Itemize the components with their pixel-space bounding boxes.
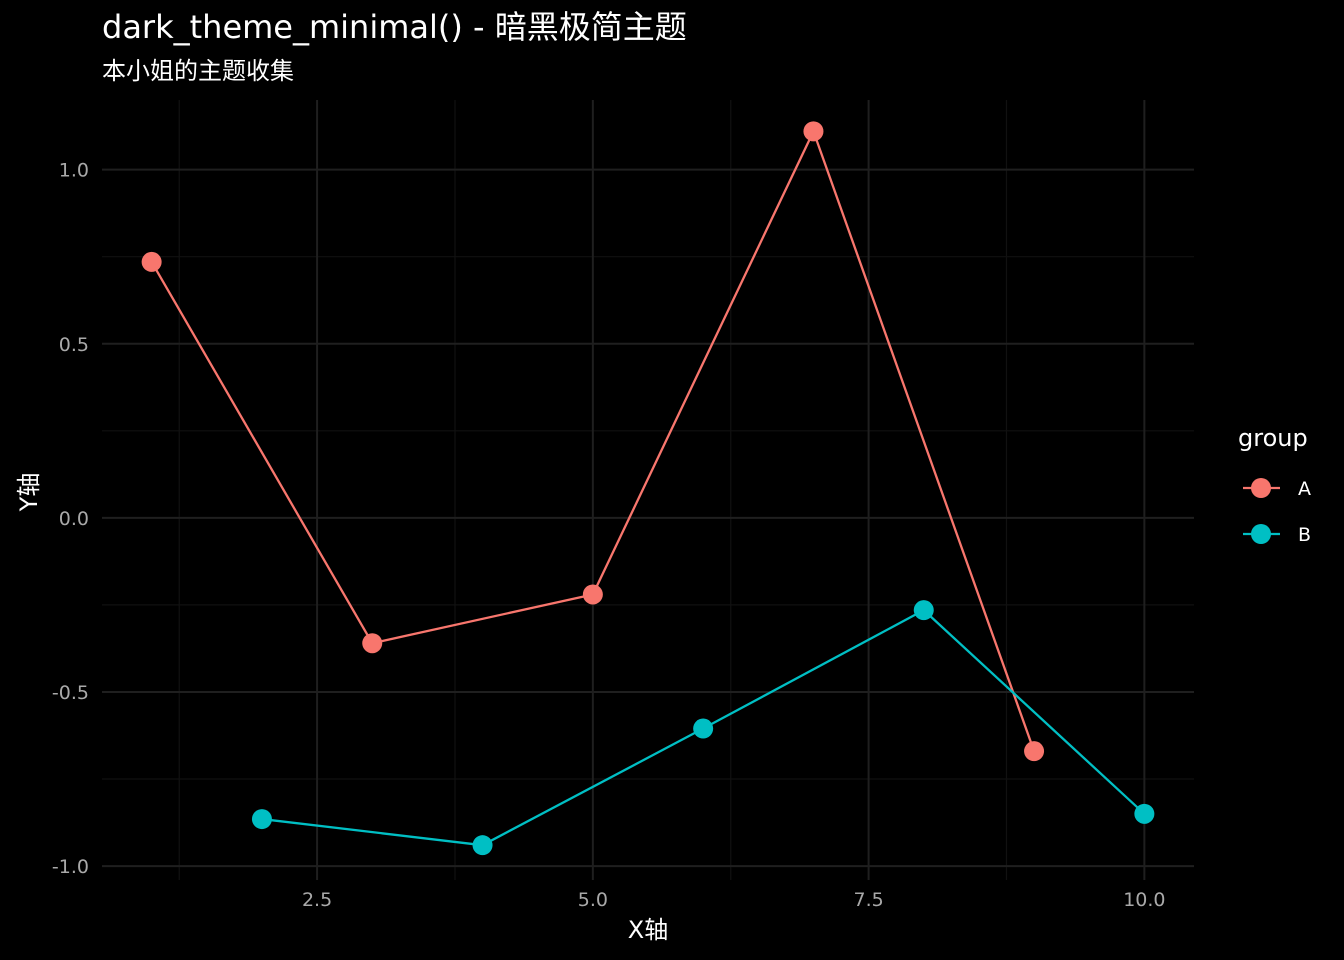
y-tick-label: -1.0 xyxy=(52,856,89,878)
data-point-A xyxy=(362,633,383,654)
data-point-A xyxy=(803,121,824,142)
x-tick-label: 5.0 xyxy=(578,889,608,911)
data-point-B xyxy=(913,600,934,621)
x-tick-label: 2.5 xyxy=(302,889,332,911)
legend-key-point-A xyxy=(1251,478,1271,498)
y-tick-label: 1.0 xyxy=(59,160,89,182)
data-point-A xyxy=(582,584,603,605)
x-axis-title: X轴 xyxy=(628,916,668,944)
y-tick-label: 0.5 xyxy=(59,334,89,356)
data-point-A xyxy=(141,251,162,272)
x-tick-label: 7.5 xyxy=(853,889,883,911)
y-axis-title: Y轴 xyxy=(15,473,43,513)
legend-label-A: A xyxy=(1298,478,1311,500)
tick-labels: 2.5 5.0 7.5 10.0 1.0 0.5 0.0 -0.5 -1.0 xyxy=(52,160,1166,911)
legend: group A B xyxy=(1238,424,1311,546)
legend-label-B: B xyxy=(1298,524,1311,546)
x-tick-label: 10.0 xyxy=(1123,889,1165,911)
legend-title: group xyxy=(1238,424,1308,452)
chart-title: dark_theme_minimal() - 暗黑极简主题 xyxy=(102,8,687,46)
data-point-B xyxy=(472,835,493,856)
series-layer xyxy=(141,121,1155,856)
y-tick-label: -0.5 xyxy=(52,682,89,704)
data-point-A xyxy=(1024,741,1045,762)
chart-subtitle: 本小姐的主题收集 xyxy=(102,57,294,85)
data-point-B xyxy=(1134,803,1155,824)
data-point-B xyxy=(693,718,714,739)
legend-key-point-B xyxy=(1251,524,1271,544)
data-point-B xyxy=(251,809,272,830)
grid xyxy=(102,100,1194,880)
y-tick-label: 0.0 xyxy=(59,508,89,530)
